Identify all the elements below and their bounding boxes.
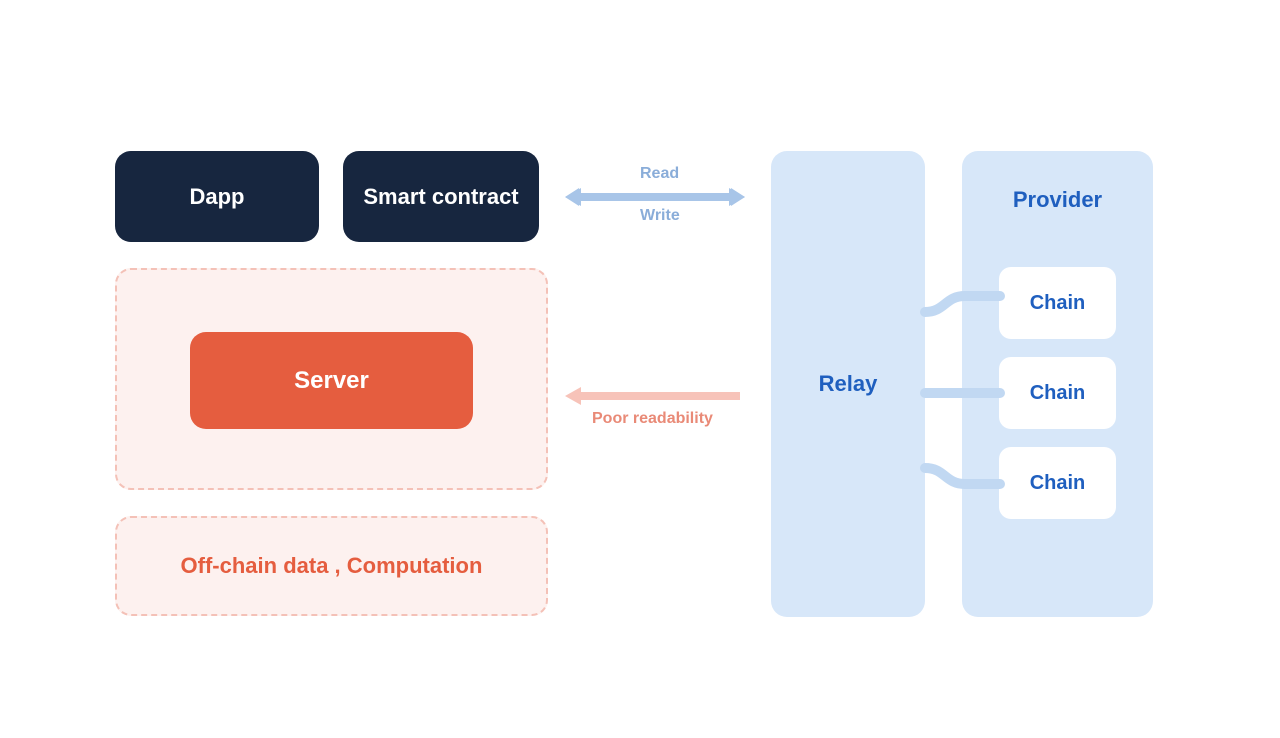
chain-node-1: Chain [999, 267, 1116, 339]
dapp-node: Dapp [115, 151, 319, 242]
offchain-label: Off-chain data , Computation [181, 553, 483, 579]
chain-node-2: Chain [999, 357, 1116, 429]
read-write-arrow-shape [565, 186, 745, 208]
read-label: Read [640, 165, 679, 183]
smart-contract-label: Smart contract [363, 184, 518, 210]
chain-label-1: Chain [1030, 292, 1086, 315]
provider-label: Provider [1013, 187, 1102, 213]
server-node: Server [190, 332, 473, 429]
dapp-label: Dapp [190, 184, 245, 210]
chain-label-2: Chain [1030, 382, 1086, 405]
offchain-node: Off-chain data , Computation [115, 516, 548, 616]
chain-node-3: Chain [999, 447, 1116, 519]
chain-label-3: Chain [1030, 472, 1086, 495]
smart-contract-node: Smart contract [343, 151, 539, 242]
write-label: Write [640, 207, 680, 225]
poor-readability-arrow [565, 386, 740, 406]
poor-readability-label: Poor readability [592, 410, 713, 428]
relay-label: Relay [819, 371, 878, 397]
server-label: Server [294, 367, 369, 395]
relay-node: Relay [771, 151, 925, 617]
